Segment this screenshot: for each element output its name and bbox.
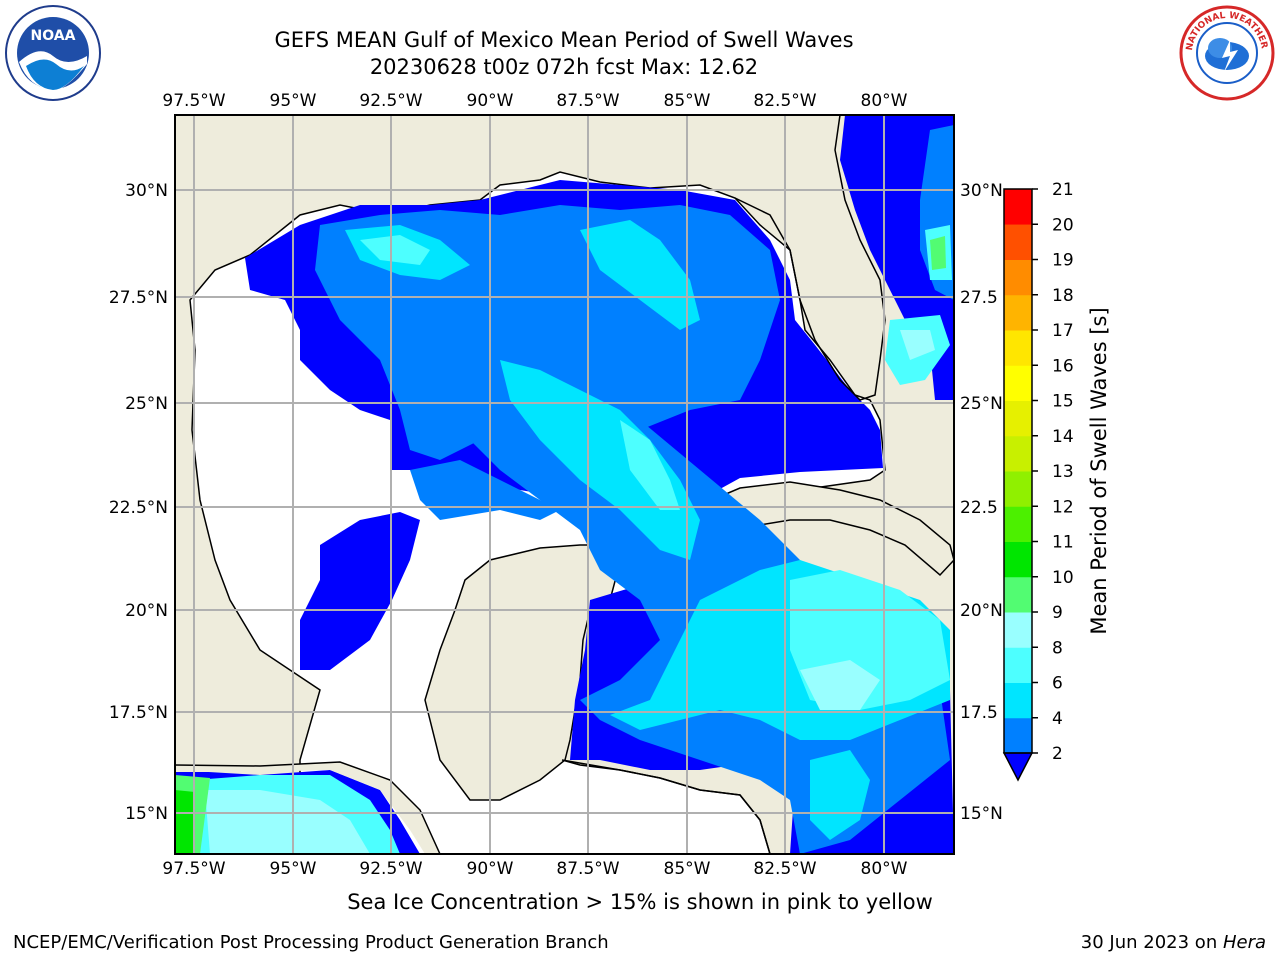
lat-labels-right: 30°N 27.5 25°N 22.5 20°N 17.5 15°N [960, 181, 1003, 824]
colorbar-tick-label: 2 [1052, 744, 1063, 764]
lon-label: 82.5°W [753, 859, 816, 879]
lat-label: 30°N [125, 181, 168, 201]
lon-label: 95°W [270, 859, 317, 879]
colorbar-tick-label: 4 [1052, 709, 1063, 729]
colorbar-tick-label: 12 [1052, 497, 1074, 517]
lat-label: 25°N [125, 394, 168, 414]
lon-label: 85°W [664, 859, 711, 879]
lat-label: 27.5°N [109, 288, 168, 308]
lon-labels-bottom: 97.5°W 95°W 92.5°W 90°W 87.5°W 85°W 82.5… [162, 859, 907, 879]
lat-labels-left: 30°N 27.5°N 25°N 22.5°N 20°N 17.5°N 15°N [109, 181, 168, 824]
noaa-logo-text: NOAA [31, 28, 76, 44]
colorbar-under-triangle [1002, 752, 1034, 782]
map-gridlines [175, 115, 954, 854]
lon-label: 97.5°W [162, 91, 225, 111]
lat-label: 17.5°N [109, 703, 168, 723]
colorbar-tick-label: 10 [1052, 568, 1074, 588]
colorbar-segment [1004, 612, 1032, 648]
lon-label: 92.5°W [359, 91, 422, 111]
lat-label: 15°N [960, 804, 1003, 824]
lat-label: 30°N [960, 181, 1003, 201]
map-area [175, 115, 954, 854]
lat-label: 25°N [960, 394, 1003, 414]
colorbar-tick-label: 15 [1052, 392, 1074, 412]
colorbar-title: Mean Period of Swell Waves [s] [1087, 307, 1111, 634]
lat-label: 17.5 [960, 703, 998, 723]
noaa-logo: NOAA [5, 5, 101, 101]
lat-label: 22.5 [960, 498, 998, 518]
lon-label: 90°W [467, 859, 514, 879]
map-frame [174, 114, 955, 855]
lat-label: 15°N [125, 804, 168, 824]
lon-label: 90°W [467, 91, 514, 111]
footer-date: 30 Jun 2023 on Hera [1081, 932, 1266, 953]
colorbar-segment [1004, 365, 1032, 401]
colorbar-tick-label: 17 [1052, 321, 1074, 341]
colorbar-segment [1004, 717, 1032, 754]
colorbar-segment [1004, 506, 1032, 542]
colorbar-tick-label: 21 [1052, 180, 1074, 200]
colorbar-tick-label: 9 [1052, 603, 1063, 623]
colorbar-segment [1004, 647, 1032, 683]
colorbar-segment [1004, 294, 1032, 331]
colorbar-segment [1004, 259, 1032, 296]
colorbar-segment [1004, 189, 1032, 225]
map-figure: 97.5°W 95°W 92.5°W 90°W 87.5°W 85°W 82.5… [109, 91, 1111, 879]
colorbar-segment [1004, 400, 1032, 437]
colorbar-tick-label: 20 [1052, 215, 1074, 235]
lat-label: 20°N [125, 601, 168, 621]
lon-label: 92.5°W [359, 859, 422, 879]
lon-label: 82.5°W [753, 91, 816, 111]
colorbar-segment [1004, 330, 1032, 366]
lon-labels-top: 97.5°W 95°W 92.5°W 90°W 87.5°W 85°W 82.5… [162, 91, 907, 111]
colorbar-segment [1004, 471, 1032, 507]
mexico-pacific-coast [175, 761, 441, 854]
lat-label: 20°N [960, 601, 1003, 621]
lon-label: 97.5°W [162, 859, 225, 879]
lon-label: 80°W [861, 859, 908, 879]
footer-credit: NCEP/EMC/Verification Post Processing Pr… [13, 932, 609, 953]
colorbar-segment [1004, 435, 1032, 472]
colorbar-tick-label: 19 [1052, 251, 1074, 271]
footer-host: Hera [1222, 932, 1266, 953]
lat-label: 27.5 [960, 288, 998, 308]
colorbar-tick-label: 18 [1052, 286, 1074, 306]
colorbar-tick-label: 6 [1052, 674, 1063, 694]
colorbar-tick-label: 16 [1052, 356, 1074, 376]
colorbar-tick-label: 11 [1052, 533, 1074, 553]
map-title: GEFS MEAN Gulf of Mexico Mean Period of … [274, 28, 854, 52]
colorbar-tick-label: 14 [1052, 427, 1074, 447]
florida-coast [734, 115, 886, 401]
colorbar: 2 4 6 8 9 10 11 12 13 14 15 16 17 18 19 20 21 [1002, 180, 1074, 782]
lon-label: 87.5°W [556, 859, 619, 879]
colorbar-segment [1004, 224, 1032, 260]
sea-ice-caption: Sea Ice Concentration > 15% is shown in … [347, 890, 933, 914]
colorbar-segment [1004, 682, 1032, 719]
colorbar-segment [1004, 576, 1032, 613]
map-subtitle: 20230628 t00z 072h fcst Max: 12.62 [369, 55, 759, 79]
colorbar-segment [1004, 541, 1032, 578]
footer-date-text: 30 Jun 2023 on [1080, 932, 1223, 953]
colorbar-tick-label: 13 [1052, 462, 1074, 482]
lon-label: 87.5°W [556, 91, 619, 111]
lat-label: 22.5°N [109, 498, 168, 518]
lon-label: 95°W [270, 91, 317, 111]
colorbar-tick-label: 8 [1052, 638, 1063, 658]
cuba-land [698, 481, 954, 577]
lon-label: 85°W [664, 91, 711, 111]
nws-logo: NATIONAL WEATHER SERVICE [1178, 4, 1275, 101]
central-america-coast [561, 759, 771, 854]
lon-label: 80°W [861, 91, 908, 111]
